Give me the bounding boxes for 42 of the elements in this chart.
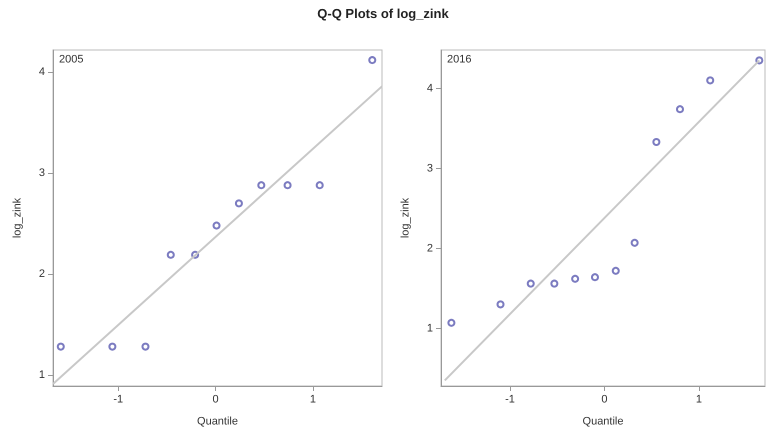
- x-tick-label: 1: [696, 394, 702, 406]
- y-tick-label: 3: [426, 162, 433, 174]
- y-tick-label: 2: [38, 268, 45, 280]
- x-tick-label: 1: [310, 394, 316, 406]
- y-tick-label: 2: [426, 242, 433, 254]
- x-tick-label: 0: [212, 394, 219, 406]
- point: [141, 342, 150, 351]
- point: [166, 250, 175, 259]
- y-tick-label: 1: [38, 368, 45, 381]
- y-axis-title: log_zink: [400, 197, 412, 238]
- point: [652, 138, 660, 146]
- point: [368, 56, 376, 64]
- x-tick-label: 0: [601, 394, 608, 406]
- point: [108, 342, 116, 351]
- point: [284, 181, 292, 190]
- x-tick-label: -1: [113, 394, 124, 406]
- point: [56, 342, 65, 351]
- y-tick-label: 4: [38, 66, 45, 78]
- point: [630, 238, 639, 247]
- point: [234, 199, 243, 208]
- point: [590, 273, 599, 282]
- point: [526, 280, 535, 288]
- annotation: 2016: [447, 54, 472, 66]
- y-tick-label: 4: [426, 82, 433, 94]
- x-tick-label: -1: [505, 394, 515, 406]
- x-axis-title: Quantile: [582, 416, 624, 428]
- y-tick-label: 1: [426, 322, 433, 334]
- point: [612, 266, 620, 275]
- point: [316, 181, 324, 190]
- point: [571, 274, 580, 283]
- y-tick-label: 3: [38, 167, 45, 180]
- point: [212, 222, 221, 230]
- y-axis-title: log_zink: [12, 197, 24, 238]
- point: [706, 76, 714, 84]
- point: [257, 181, 266, 190]
- point: [676, 105, 684, 114]
- x-axis-title: Quantile: [197, 416, 238, 428]
- point: [496, 300, 505, 308]
- chart-title: Q-Q Plots of log_zink: [316, 6, 450, 21]
- point: [447, 318, 456, 327]
- annotation: 2005: [59, 54, 84, 66]
- point: [550, 280, 558, 288]
